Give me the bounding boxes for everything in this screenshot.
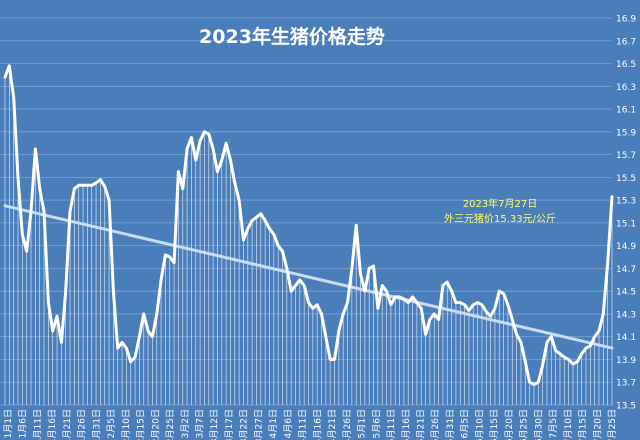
trend-line (3, 204, 614, 350)
x-tick-label: 7月5日 (548, 409, 559, 438)
x-tick-label: 5月1日 (357, 409, 368, 438)
y-tick-label: 15.1 (616, 219, 636, 229)
x-tick-label: 7月25日 (607, 409, 618, 440)
x-tick-label: 6月20日 (504, 409, 515, 440)
y-tick-label: 16.5 (616, 60, 636, 70)
y-tick-label: 15.7 (616, 151, 636, 161)
x-tick-label: 3月12日 (209, 409, 220, 440)
x-tick-label: 3月2日 (180, 409, 191, 438)
x-tick-label: 4月26日 (342, 409, 353, 440)
x-tick-label: 5月11日 (386, 409, 397, 440)
y-axis-ticks: 13.5 13.7 13.9 14.1 14.3 14.5 14.7 14.9 15.1 15.3… (616, 15, 636, 412)
y-tick-label: 14.3 (616, 310, 636, 320)
y-tick-label: 14.9 (616, 242, 636, 252)
x-tick-label: 2月10日 (121, 409, 132, 440)
x-tick-label: 5月6日 (371, 409, 382, 438)
x-tick-label: 2月25日 (165, 409, 176, 440)
x-tick-label: 1月16日 (47, 409, 58, 440)
x-tick-label: 6月5日 (460, 409, 471, 438)
x-tick-label: 4月1日 (268, 409, 279, 438)
x-tick-label: 5月21日 (416, 409, 427, 440)
x-tick-label: 1月26日 (77, 409, 88, 440)
x-tick-label: 4月6日 (283, 409, 294, 438)
x-tick-label: 7月20日 (592, 409, 603, 440)
y-tick-label: 14.1 (616, 333, 636, 343)
grid-lines (0, 17, 612, 406)
x-tick-label: 4月21日 (327, 409, 338, 440)
annotation-date: 2023年7月27日 (463, 197, 538, 210)
x-tick-label: 4月11日 (298, 409, 309, 440)
x-tick-label: 2月5日 (106, 409, 117, 438)
x-tick-label: 7月15日 (578, 409, 589, 440)
y-tick-label: 16.1 (616, 106, 636, 116)
y-tick-label: 13.5 (616, 402, 636, 412)
y-tick-label: 14.5 (616, 288, 636, 298)
y-tick-label: 15.3 (616, 197, 636, 207)
x-tick-label: 6月10日 (474, 409, 485, 440)
x-axis-ticks: 1月1日 1月6日 1月11日 1月16日 1月21日 1月26日 1月31日 2月5日 2月1… (3, 409, 618, 440)
y-tick-label: 14.7 (616, 265, 636, 275)
y-tick-label: 16.3 (616, 83, 636, 93)
x-tick-label: 3月17日 (224, 409, 235, 440)
x-tick-label: 1月1日 (3, 409, 14, 438)
trend-line-group (3, 204, 614, 350)
x-tick-label: 5月16日 (401, 409, 412, 440)
x-tick-label: 7月10日 (563, 409, 574, 440)
x-tick-label: 2月20日 (150, 409, 161, 440)
x-tick-label: 2月15日 (136, 409, 147, 440)
price-series-line (3, 64, 614, 386)
x-tick-label: 3月22日 (239, 409, 250, 440)
x-tick-label: 5月31日 (445, 409, 456, 440)
y-tick-label: 13.7 (616, 379, 636, 389)
x-tick-label: 1月31日 (91, 409, 102, 440)
y-tick-label: 15.5 (616, 174, 636, 184)
chart-title: 2023年生猪价格走势 (199, 25, 385, 48)
x-tick-label: 6月30日 (533, 409, 544, 440)
x-tick-label: 4月16日 (312, 409, 323, 440)
x-tick-label: 5月26日 (430, 409, 441, 440)
x-tick-label: 1月6日 (18, 409, 29, 438)
y-tick-label: 13.9 (616, 356, 636, 366)
x-tick-label: 1月11日 (33, 409, 44, 440)
y-tick-label: 16.7 (616, 37, 636, 47)
annotation-price: 外三元猪价15.33元/公斤 (444, 213, 556, 225)
x-tick-label: 3月27日 (253, 409, 264, 440)
y-tick-label: 16.9 (616, 15, 636, 25)
x-tick-label: 1月21日 (62, 409, 73, 440)
x-tick-label: 6月25日 (519, 409, 530, 440)
series-line-group (3, 64, 614, 386)
y-tick-label: 15.9 (616, 128, 636, 138)
x-tick-label: 6月15日 (489, 409, 500, 440)
x-tick-label: 3月7日 (195, 409, 206, 438)
